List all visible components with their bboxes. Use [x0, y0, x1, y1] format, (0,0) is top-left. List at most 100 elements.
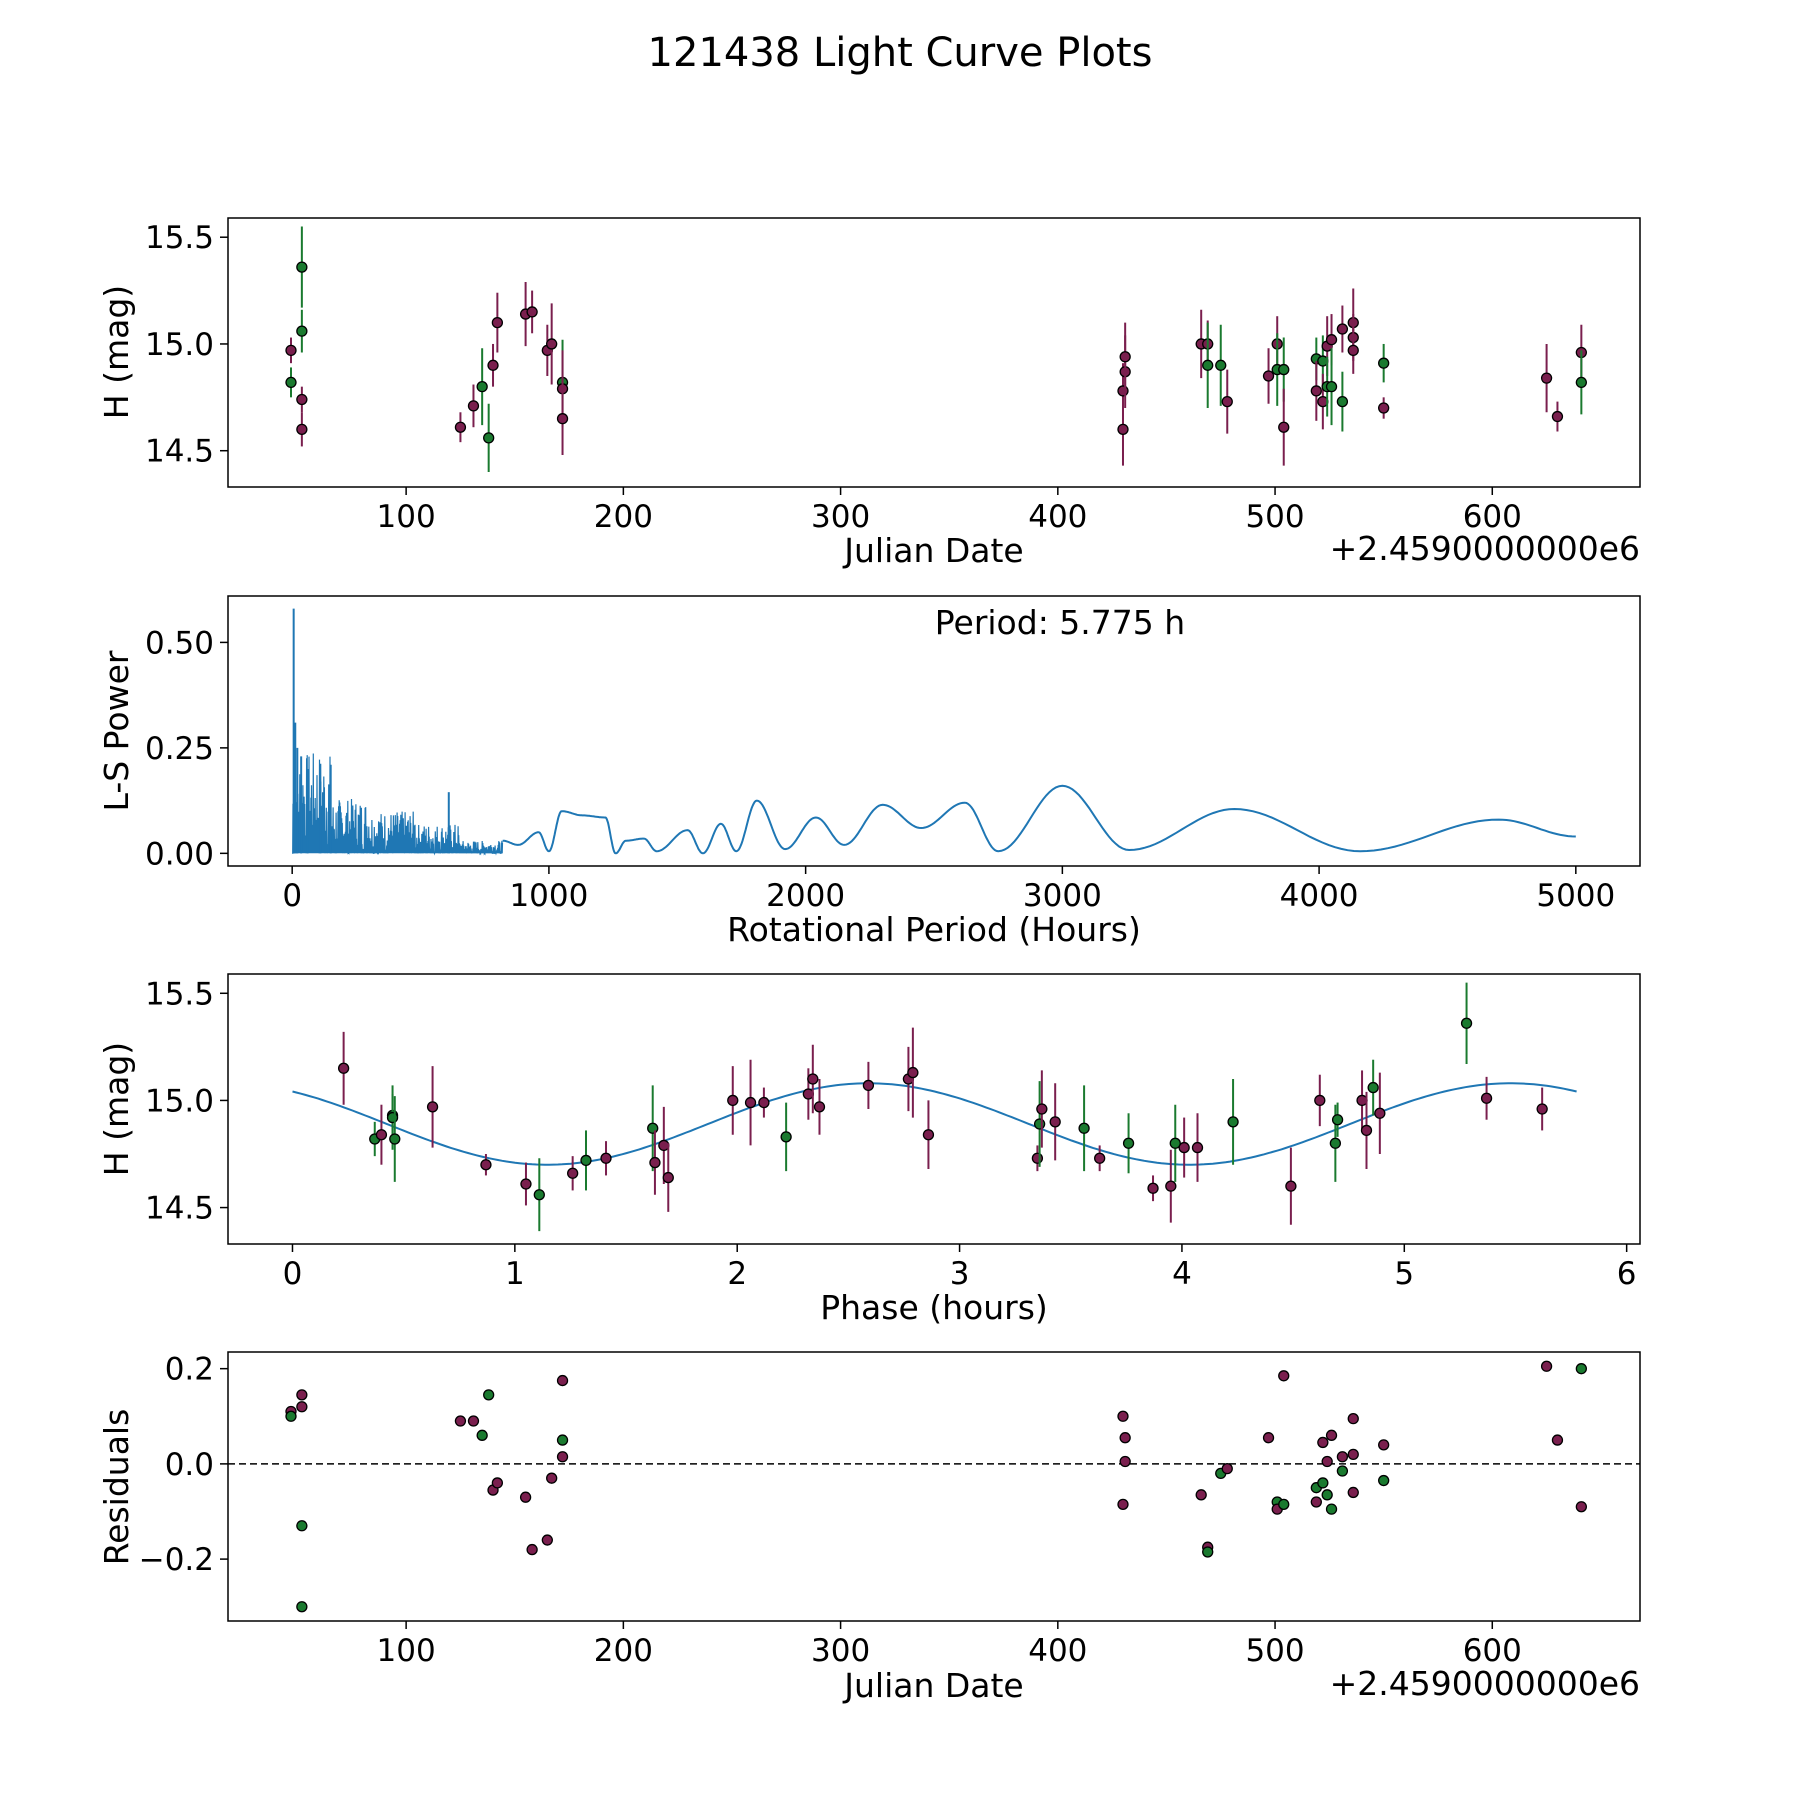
data-point-r	[1551, 1434, 1564, 1446]
data-point-r	[491, 1477, 504, 1489]
data-point-g	[483, 432, 495, 444]
data-point-r	[727, 1094, 739, 1107]
residuals-offset-label: +2.4590000000e6	[1330, 1664, 1640, 1703]
data-point-r	[922, 1129, 935, 1141]
data-point-g	[296, 261, 308, 273]
data-point-g	[1202, 359, 1214, 371]
data-point-g	[1278, 363, 1290, 376]
x-tick-label: 4000	[1280, 878, 1359, 914]
data-point-g	[1331, 1114, 1344, 1126]
residuals-xlabel: Julian Date	[842, 1666, 1024, 1705]
y-tick-label: 0.2	[165, 1352, 214, 1388]
x-tick-label: 300	[811, 499, 870, 535]
data-point-r	[1310, 1496, 1322, 1508]
data-point-r	[1278, 1370, 1290, 1382]
x-tick-label: 3000	[1023, 878, 1102, 914]
x-tick-label: 0	[283, 1256, 303, 1292]
data-point-r	[1336, 323, 1349, 335]
data-point-g	[476, 381, 488, 393]
data-point-g	[1336, 1465, 1349, 1477]
data-point-r	[546, 338, 558, 350]
data-point-r	[296, 1401, 308, 1413]
y-tick-label: 14.5	[145, 1191, 214, 1227]
x-tick-label: 1000	[509, 878, 588, 914]
periodogram-xlabel: Rotational Period (Hours)	[727, 910, 1141, 949]
data-point-g	[647, 1122, 659, 1134]
model-curve	[292, 1082, 1577, 1166]
data-point-r	[862, 1079, 875, 1092]
data-point-r	[519, 1491, 532, 1503]
data-point-r	[807, 1073, 819, 1085]
data-point-g	[780, 1131, 792, 1143]
figure-title: 121438 Light Curve Plots	[648, 30, 1153, 76]
data-point-r	[1314, 1094, 1326, 1107]
residuals-ylabel: Residuals	[97, 1409, 136, 1566]
light-curve-points	[285, 226, 1587, 473]
x-tick-label: 300	[811, 1633, 870, 1669]
data-point-r	[1551, 410, 1564, 423]
data-point-r	[1336, 1451, 1349, 1463]
data-point-g	[1325, 381, 1338, 393]
data-point-g	[1575, 376, 1587, 389]
data-point-g	[296, 325, 308, 337]
data-point-r	[1119, 1455, 1131, 1468]
data-point-r	[1119, 1432, 1131, 1444]
data-point-r	[1117, 385, 1129, 397]
x-tick-label: 500	[1245, 1633, 1304, 1669]
data-point-r	[1094, 1152, 1106, 1164]
x-tick-label: 600	[1463, 1633, 1522, 1669]
data-point-r	[556, 1451, 569, 1463]
data-point-r	[285, 344, 297, 357]
y-tick-label: 15.5	[145, 220, 214, 256]
period-annotation: Period: 5.775 h	[935, 603, 1185, 642]
data-point-g	[533, 1189, 545, 1201]
data-point-g	[1227, 1116, 1239, 1128]
data-point-r	[662, 1171, 674, 1184]
data-point-r	[541, 1534, 553, 1546]
x-tick-label: 5000	[1536, 878, 1615, 914]
data-point-r	[467, 1415, 480, 1427]
phase-panel: 0 1 2 3 4 5 6 14.5 15.0 15.5 Phase (hours) H (mag…	[97, 973, 1641, 1327]
data-point-r	[1347, 1413, 1359, 1425]
y-tick-label: 14.5	[145, 434, 214, 470]
y-tick-label: 15.5	[145, 976, 214, 1012]
x-tick-label: 3	[950, 1256, 970, 1292]
data-point-r	[813, 1101, 826, 1113]
data-point-g	[1278, 1498, 1290, 1511]
data-point-r	[758, 1096, 770, 1109]
data-point-r	[1378, 402, 1390, 414]
data-point-g	[1202, 1546, 1214, 1558]
data-point-r	[1117, 1498, 1129, 1511]
data-point-g	[556, 1434, 569, 1446]
data-point-r	[567, 1167, 579, 1179]
data-point-r	[1360, 1124, 1373, 1137]
data-point-g	[296, 1520, 308, 1532]
phase-points	[292, 982, 1577, 1232]
phase-ticks: 0 1 2 3 4 5 6 14.5 15.0 15.5	[145, 976, 1637, 1292]
residual-points	[228, 1360, 1640, 1613]
data-point-r	[1147, 1182, 1159, 1194]
data-point-r	[491, 316, 504, 329]
data-point-g	[1367, 1081, 1379, 1094]
data-point-r	[1262, 1432, 1275, 1444]
data-point-g	[285, 376, 297, 389]
data-point-r	[1347, 1486, 1359, 1499]
y-tick-label: 0.25	[145, 731, 214, 767]
data-point-r	[1191, 1141, 1204, 1154]
data-point-r	[1031, 1152, 1044, 1164]
light-curve-xlabel: Julian Date	[842, 531, 1024, 570]
data-point-r	[1165, 1180, 1177, 1192]
light-curve-panel: 100 200 300 400 500 600 14.5 15.0 15.5 Julian Da…	[97, 217, 1641, 570]
periodogram-curve	[292, 608, 1576, 856]
periodogram-ylabel: L-S Power	[97, 650, 136, 811]
data-point-r	[1325, 334, 1338, 346]
x-tick-label: 500	[1245, 499, 1304, 535]
data-point-g	[483, 1389, 495, 1401]
light-curve-frame	[227, 217, 1641, 488]
data-point-r	[556, 1374, 569, 1387]
y-tick-label: 0.0	[165, 1447, 214, 1483]
data-point-g	[1169, 1137, 1181, 1149]
data-point-r	[1321, 1455, 1333, 1468]
data-point-r	[1262, 370, 1275, 382]
x-tick-label: 4	[1172, 1256, 1192, 1292]
